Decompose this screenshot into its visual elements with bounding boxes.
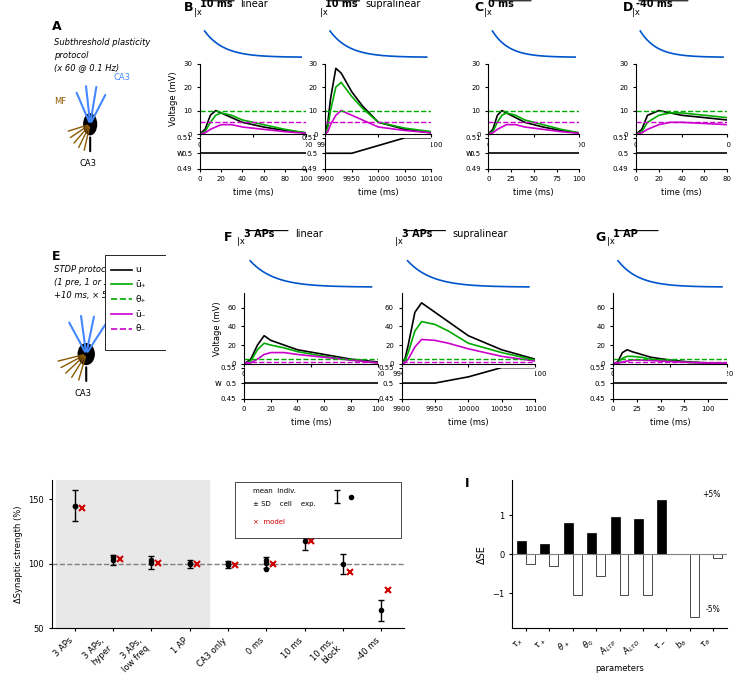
FancyBboxPatch shape <box>105 255 168 350</box>
FancyBboxPatch shape <box>235 482 401 538</box>
Text: u: u <box>135 265 141 274</box>
Bar <box>564 523 573 554</box>
Bar <box>690 554 699 617</box>
Text: A: A <box>52 20 62 33</box>
Text: CA3: CA3 <box>75 389 92 398</box>
X-axis label: time (ms): time (ms) <box>358 188 398 197</box>
Bar <box>620 554 628 595</box>
Text: STDP protocol
(1 pre, 1 or 3 APs,
+10 ms, × 50 @ 0.3 Hz): STDP protocol (1 pre, 1 or 3 APs, +10 ms… <box>54 265 157 299</box>
Text: Subthreshold plasticity
protocol
(x 60 @ 0.1 Hz): Subthreshold plasticity protocol (x 60 @… <box>53 38 150 72</box>
Text: w: w <box>177 149 183 158</box>
Text: w: w <box>214 378 222 387</box>
X-axis label: parameters: parameters <box>595 664 644 673</box>
X-axis label: time (ms): time (ms) <box>650 418 690 427</box>
Text: ū₋: ū₋ <box>135 309 146 318</box>
Text: CA3: CA3 <box>79 158 96 168</box>
Text: 1 AP: 1 AP <box>613 229 637 238</box>
Bar <box>573 554 582 595</box>
Y-axis label: Voltage (mV): Voltage (mV) <box>213 301 222 356</box>
Text: 10 ms: 10 ms <box>200 0 232 9</box>
Bar <box>634 519 643 554</box>
Bar <box>56 480 209 628</box>
Text: mean  indiv.: mean indiv. <box>253 488 295 494</box>
Text: 3 APs: 3 APs <box>244 229 275 238</box>
Text: |x: |x <box>194 8 203 16</box>
Bar <box>596 554 605 576</box>
Text: MF: MF <box>53 96 66 105</box>
X-axis label: time (ms): time (ms) <box>232 188 273 197</box>
Text: θ₋: θ₋ <box>135 324 145 333</box>
Text: |x: |x <box>631 8 640 16</box>
X-axis label: time (ms): time (ms) <box>448 418 488 427</box>
X-axis label: time (ms): time (ms) <box>661 188 702 197</box>
Text: |x: |x <box>237 238 246 247</box>
Text: θ₊: θ₊ <box>135 295 145 304</box>
Text: G: G <box>596 231 606 244</box>
Text: linear: linear <box>295 229 323 238</box>
Text: F: F <box>224 231 232 244</box>
Text: -40 ms: -40 ms <box>636 0 673 9</box>
Circle shape <box>78 344 94 365</box>
Text: E: E <box>52 250 60 263</box>
Bar <box>526 554 535 564</box>
Text: |x: |x <box>484 8 492 16</box>
Bar <box>713 554 722 558</box>
Text: ū₊: ū₊ <box>135 280 146 289</box>
Text: supralinear: supralinear <box>366 0 421 9</box>
Bar <box>587 533 596 554</box>
Text: |x: |x <box>607 238 615 247</box>
Circle shape <box>84 114 96 135</box>
Bar <box>517 540 526 554</box>
X-axis label: time (ms): time (ms) <box>513 188 554 197</box>
Text: CA3: CA3 <box>114 73 131 82</box>
Text: ± SD    cell    exp.: ± SD cell exp. <box>253 501 315 507</box>
Bar <box>611 517 620 554</box>
Bar <box>657 499 666 554</box>
Text: C: C <box>475 1 484 14</box>
Y-axis label: Voltage (mV): Voltage (mV) <box>168 72 177 126</box>
Text: ×  model: × model <box>253 518 285 525</box>
Text: 3 APs: 3 APs <box>401 229 432 238</box>
Text: +5%: +5% <box>703 490 720 499</box>
Bar <box>549 554 558 566</box>
Text: linear: linear <box>240 0 268 9</box>
Text: w: w <box>465 149 473 158</box>
Text: CA3: CA3 <box>120 305 137 315</box>
Bar <box>540 544 549 554</box>
Text: B: B <box>184 1 194 14</box>
Text: |x: |x <box>320 8 328 16</box>
Bar <box>643 554 651 595</box>
Y-axis label: ΔSE: ΔSE <box>476 545 487 563</box>
Text: -5%: -5% <box>706 604 720 613</box>
Text: |x: |x <box>395 238 403 247</box>
Text: 10 ms: 10 ms <box>325 0 358 9</box>
X-axis label: time (ms): time (ms) <box>291 418 331 427</box>
Text: supralinear: supralinear <box>453 229 508 238</box>
Text: I: I <box>464 477 469 490</box>
Text: 0 ms: 0 ms <box>488 0 514 9</box>
Y-axis label: ΔSynaptic strength (%): ΔSynaptic strength (%) <box>14 505 23 603</box>
Text: D: D <box>623 1 633 14</box>
